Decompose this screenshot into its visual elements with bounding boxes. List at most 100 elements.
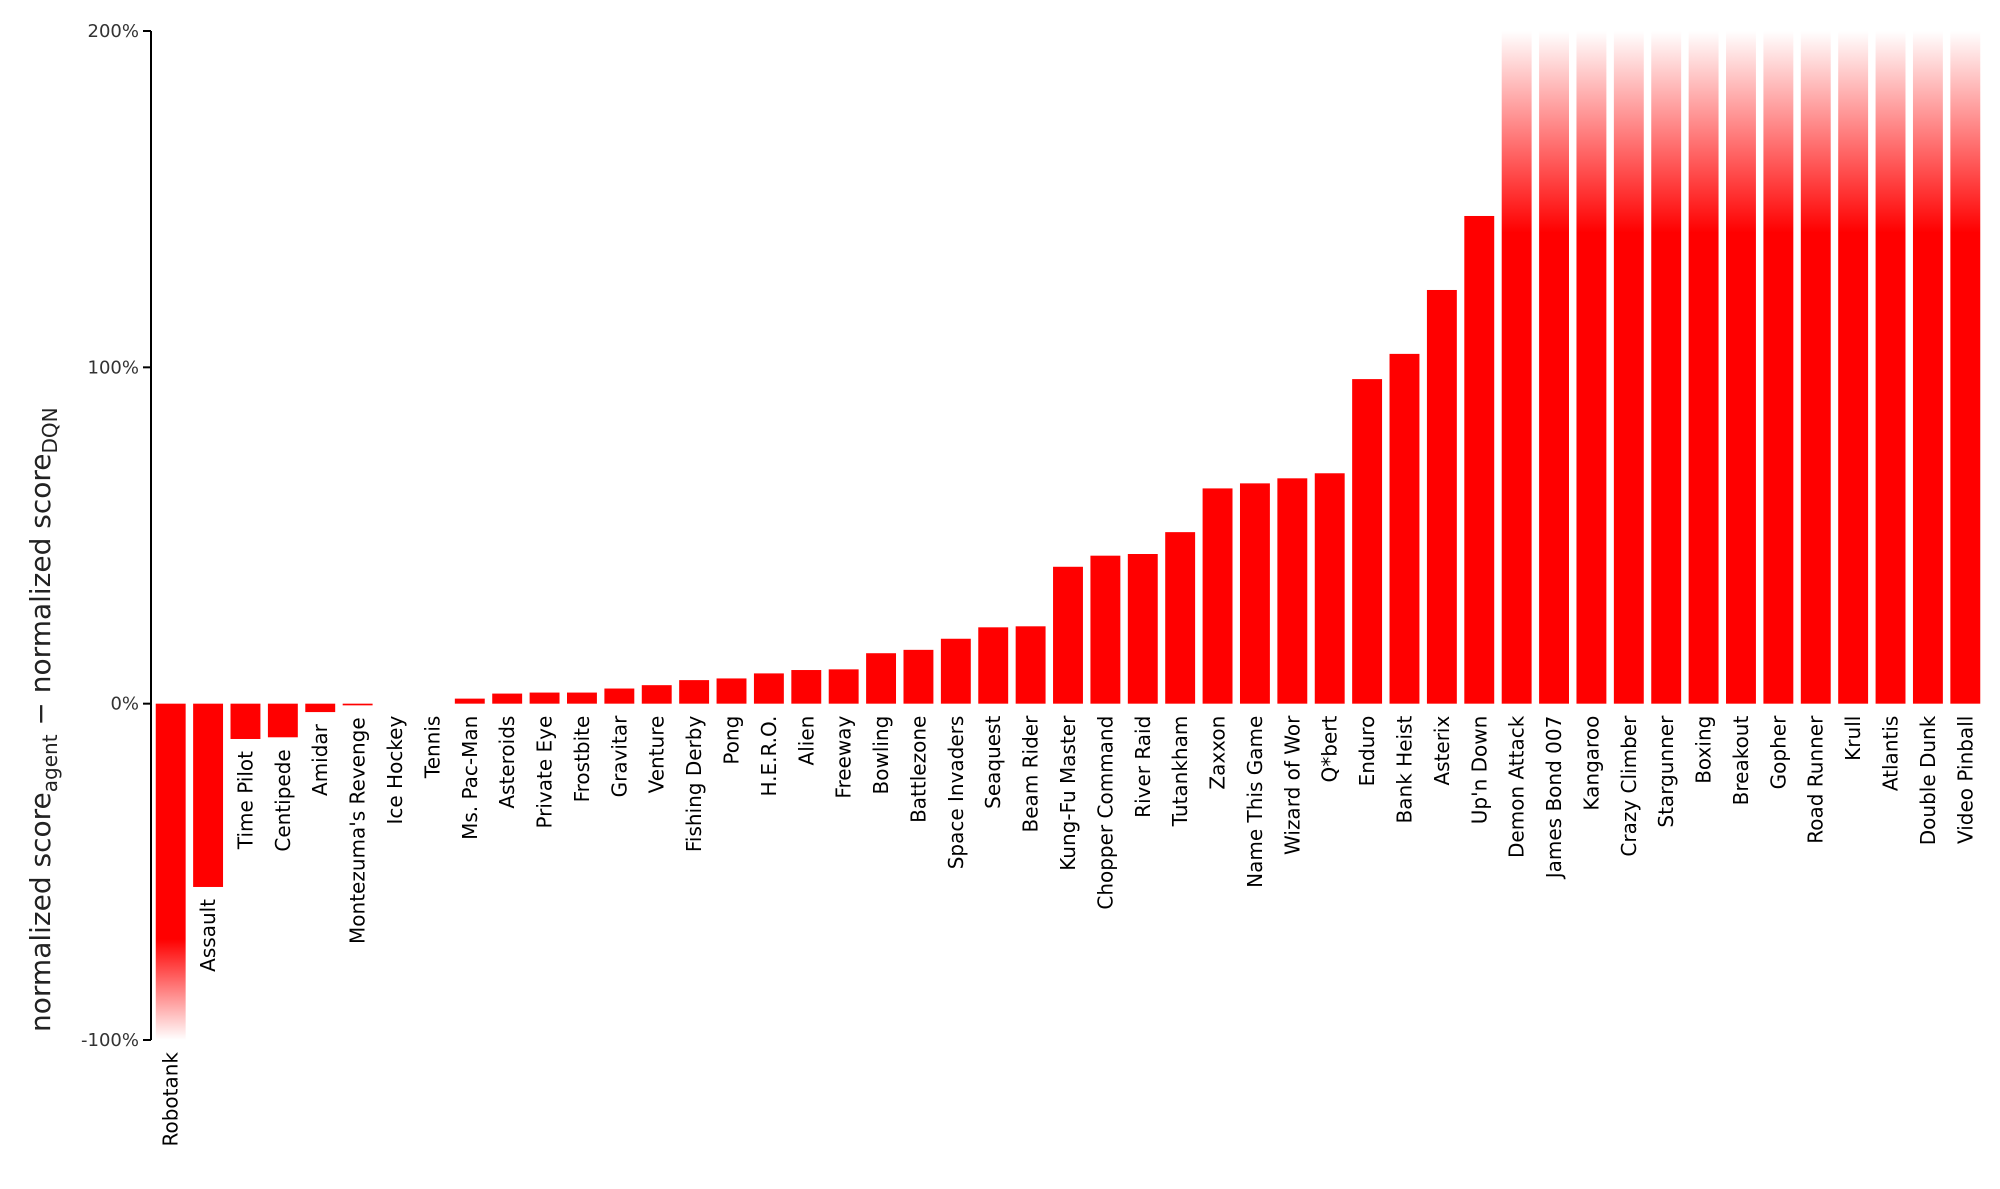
category-label-44: Road Runner [1804,715,1828,844]
bar-20 [903,649,934,704]
bar-0 [155,703,186,1040]
category-label-6: Ice Hockey [383,716,407,825]
category-label-21: Space Invaders [944,716,968,870]
bar-27 [1165,532,1196,704]
bar-34 [1426,289,1457,704]
category-label-10: Private Eye [533,716,557,829]
bar-41 [1688,31,1719,704]
category-label-27: Tutankham [1168,716,1192,828]
category-label-13: Venture [645,716,669,794]
y-tick-label-0: -100% [81,1030,139,1051]
bar-31 [1314,473,1345,704]
category-label-32: Enduro [1355,716,1379,787]
bar-13 [641,685,672,704]
category-label-47: Double Dunk [1916,715,1940,845]
bar-9 [492,693,523,704]
category-label-35: Up'n Down [1467,716,1491,825]
bar-38 [1576,31,1607,704]
category-label-34: Asterix [1430,716,1454,786]
category-label-23: Beam Rider [1019,715,1043,833]
category-label-41: Boxing [1692,716,1716,784]
bar-11 [567,692,597,704]
bars-group [155,31,1981,1040]
y-axis-label: normalized scoreagent − normalized score… [24,407,62,1032]
category-label-12: Gravitar [607,715,631,797]
category-label-38: Kangaroo [1579,716,1603,811]
category-label-45: Krull [1841,716,1865,761]
category-label-24: Kung-Fu Master [1056,715,1080,871]
category-label-19: Bowling [869,716,893,795]
bar-37 [1539,31,1569,704]
category-label-48: Video Pinball [1953,716,1977,844]
category-label-37: James Bond 007 [1542,716,1566,881]
category-label-25: Chopper Command [1093,716,1117,910]
category-label-26: River Raid [1131,716,1155,818]
bar-10 [529,692,560,704]
category-label-3: Centipede [271,749,295,851]
bar-4 [305,703,336,713]
bar-24 [1053,566,1083,704]
category-label-39: Crazy Climber [1617,715,1641,857]
bar-40 [1651,31,1682,704]
category-label-7: Tennis [420,716,444,779]
category-label-8: Ms. Pac-Man [458,716,482,840]
bar-12 [604,688,635,704]
category-label-29: Name This Game [1243,716,1267,888]
x-tick-labels: Robotank Assault Time Pilot Centipede Amidar… [159,715,1978,1147]
bar-47 [1912,31,1943,704]
category-label-18: Freeway [832,716,856,799]
bar-36 [1501,31,1532,704]
category-label-17: Alien [794,716,818,766]
category-label-42: Breakout [1729,716,1753,806]
category-label-0: Robotank [159,1052,183,1147]
y-tick-label-3: 200% [88,21,139,42]
bar-33 [1389,353,1420,704]
category-label-30: Wizard of Wor [1280,715,1304,855]
category-label-16: H.E.R.O. [757,716,781,797]
bar-21 [940,638,971,704]
bar-15 [716,678,747,704]
bar-32 [1352,379,1383,704]
bar-28 [1202,488,1233,704]
bar-48 [1950,31,1981,704]
bar-8 [454,698,485,704]
category-label-28: Zaxxon [1206,716,1230,790]
category-label-5: Montezuma's Revenge [346,717,370,944]
bar-45 [1838,31,1869,704]
bar-26 [1127,554,1158,704]
bar-19 [866,653,897,704]
category-label-4: Amidar [308,723,332,796]
bar-44 [1800,31,1831,704]
bar-23 [1015,626,1046,704]
bar-25 [1090,555,1121,704]
category-label-22: Seaquest [981,716,1005,809]
bar-29 [1239,483,1270,704]
bar-35 [1464,215,1495,704]
bar-43 [1763,31,1794,704]
category-label-33: Bank Heist [1392,716,1416,824]
category-label-2: Time Pilot [233,751,257,850]
bar-2 [230,703,261,739]
category-label-15: Pong [720,716,744,765]
bar-46 [1875,31,1906,704]
category-label-1: Assault [196,899,220,972]
category-label-40: Stargunner [1654,715,1678,828]
bar-30 [1277,478,1308,704]
y-tick-label-1: 0% [110,694,139,715]
category-label-20: Battlezone [906,716,930,823]
y-tick-label-2: 100% [88,357,139,378]
bar-16 [753,673,784,704]
bar-5 [342,703,373,706]
bar-17 [791,670,822,704]
bar-18 [828,669,859,704]
category-label-36: Demon Attack [1505,715,1529,858]
category-label-9: Asteroids [495,716,519,809]
bar-3 [267,703,298,738]
category-label-14: Fishing Derby [682,716,706,853]
category-label-11: Frostbite [570,716,594,803]
bar-1 [193,703,224,887]
y-axis: -100% 0% 100% 200% [81,21,152,1051]
bar-14 [679,680,710,704]
bar-39 [1613,31,1644,704]
